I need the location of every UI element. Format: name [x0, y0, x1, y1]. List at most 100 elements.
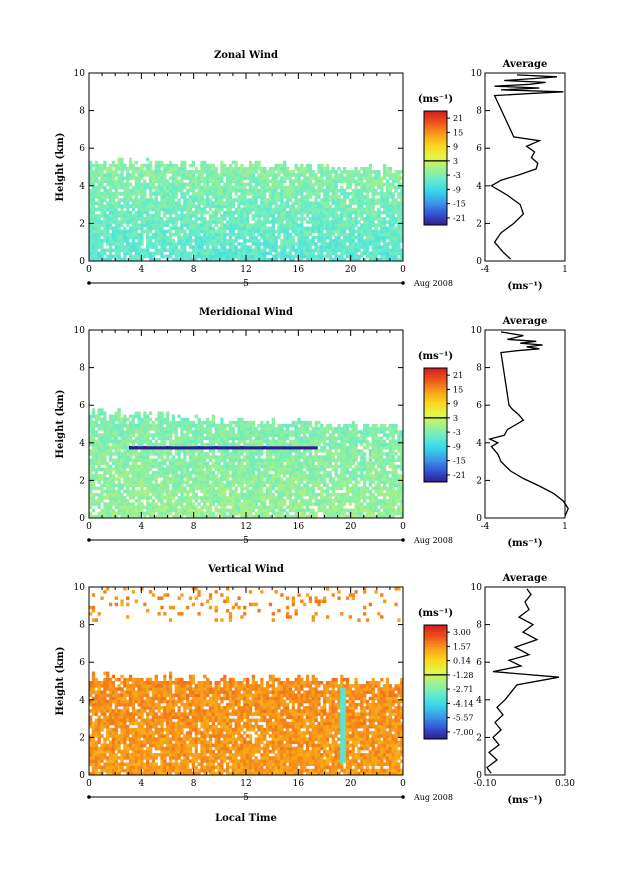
panel1-cell — [337, 179, 341, 184]
panel1-cell — [360, 235, 364, 240]
panel1-cell — [163, 198, 167, 202]
panel2-cell — [246, 427, 250, 431]
panel1-cell — [343, 251, 347, 256]
panel1-cell — [203, 217, 207, 221]
panel2-cell — [248, 474, 253, 478]
panel1-cell — [183, 235, 187, 240]
panel2-cell — [140, 436, 144, 441]
panel2-cell — [146, 492, 150, 497]
panel1-cell — [300, 185, 304, 190]
panel1-cell — [134, 192, 138, 196]
panel1-cell — [351, 226, 355, 231]
panel1-cell — [237, 188, 241, 193]
panel1-cell — [243, 217, 247, 221]
panel1-cell — [106, 214, 110, 218]
panel1-cell — [337, 173, 341, 177]
panel2-cell — [206, 430, 210, 434]
panel1-cell — [263, 229, 267, 234]
panel2-cell — [128, 471, 133, 475]
panel2-cell — [134, 461, 138, 466]
panel1-cell — [240, 245, 244, 249]
panel1-cell — [223, 254, 227, 259]
panel2-cell — [257, 430, 261, 434]
panel1-cell — [134, 182, 138, 187]
panel1-cell — [103, 163, 107, 168]
panel2-cell — [203, 461, 207, 466]
panel1-cell — [345, 182, 350, 187]
panel1-cell — [294, 214, 298, 218]
panel1-cell — [148, 185, 153, 190]
panel2-cell — [108, 430, 113, 434]
panel2-cell — [277, 496, 281, 500]
panel1-cell — [391, 176, 395, 180]
panel1-cell — [157, 217, 161, 221]
panel1-cell — [334, 198, 338, 202]
panel1-cell — [260, 207, 264, 212]
panel1-cell — [148, 170, 153, 174]
panel2-cell — [257, 511, 261, 516]
panel1-cell — [391, 254, 395, 259]
panel2-cell — [108, 505, 113, 509]
panel1-cell — [348, 173, 353, 177]
panel1-cell — [343, 176, 347, 180]
panel1-cell — [243, 220, 247, 224]
panel2-cell — [128, 420, 133, 425]
panel2-cell — [188, 442, 193, 447]
panel2-cell — [126, 502, 130, 506]
panel1-ytick-label: 4 — [79, 182, 85, 192]
panel1-cell — [234, 217, 238, 221]
panel1-cell — [100, 248, 104, 252]
panel1-cell — [325, 192, 330, 196]
panel1-cell — [166, 170, 170, 174]
panel1-colorbar-segment — [424, 144, 447, 147]
panel2-cell — [123, 489, 127, 494]
panel2-cell — [183, 508, 187, 513]
panel2-cell — [148, 411, 153, 415]
panel1-cell — [126, 185, 130, 190]
panel1-cell — [180, 210, 184, 215]
panel1-cell — [308, 242, 313, 246]
panel2-cell — [171, 439, 176, 444]
panel2-cell — [203, 505, 207, 509]
panel2-cell — [203, 477, 207, 481]
panel1-cell — [228, 220, 233, 224]
panel2-cell — [166, 414, 170, 419]
panel1-cell — [260, 179, 264, 184]
panel2-cell — [260, 499, 264, 503]
panel2-cell — [97, 499, 101, 503]
panel2-cell — [251, 496, 255, 500]
panel1-cell — [143, 251, 147, 256]
panel2-cell — [197, 477, 201, 481]
panel1-cell — [297, 188, 301, 193]
panel1-cell — [120, 198, 124, 202]
panel2-cell — [117, 427, 121, 431]
panel1-cell — [297, 207, 301, 212]
panel2-cell — [226, 439, 230, 444]
panel1-cell — [371, 192, 375, 196]
panel2-cell — [231, 471, 235, 475]
panel1-cell — [171, 185, 176, 190]
panel1-cell — [388, 188, 392, 193]
panel1-cell — [148, 223, 153, 227]
panel1-cell — [200, 160, 204, 165]
panel1-cell — [380, 176, 384, 180]
panel2-cell — [248, 445, 253, 450]
panel1-cell — [114, 254, 118, 259]
panel2-cell — [117, 502, 121, 506]
panel1-cell — [151, 226, 156, 231]
panel1-cell — [228, 179, 233, 184]
panel2-cell — [243, 502, 247, 506]
panel1-cell — [397, 170, 401, 174]
panel2-cell — [183, 489, 187, 494]
panel1-cell — [271, 192, 275, 196]
panel2-cell — [268, 474, 273, 478]
panel2-cell — [183, 436, 187, 441]
panel1-cell — [200, 167, 204, 171]
panel2-cell — [134, 514, 138, 519]
panel1-cell — [103, 251, 107, 256]
panel1-cell — [160, 251, 164, 256]
panel1-cell — [186, 204, 190, 209]
panel2-cell — [240, 464, 244, 469]
panel2-cell — [271, 436, 275, 441]
panel1-cell — [188, 245, 193, 249]
